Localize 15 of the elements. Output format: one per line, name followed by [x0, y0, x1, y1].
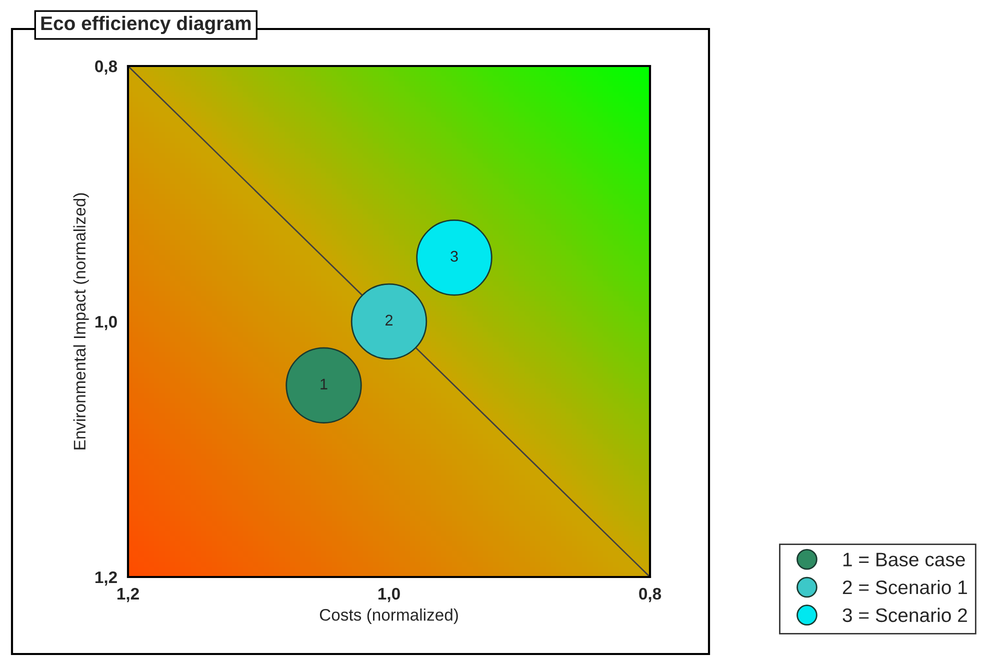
y-tick-label: 1,0 [95, 316, 117, 330]
annotation: 3 [450, 250, 458, 262]
legend-label: 3 = Scenario 2 [842, 608, 967, 622]
annotation: 2 [386, 314, 392, 326]
x-tick-label: 1,0 [378, 588, 400, 602]
annotation: 1 [320, 378, 328, 390]
chart-title: Eco efficiency diagram [41, 16, 251, 34]
x-axis-title: Costs (normalized) [320, 608, 458, 624]
y-tick-label: 1,2 [95, 571, 117, 586]
y-tick-label: 0,8 [95, 60, 118, 75]
legend-label: 2 = Scenario 1 [842, 580, 967, 594]
x-tick-label: 1,2 [117, 588, 139, 602]
x-tick-label: 0,8 [639, 588, 662, 602]
y-axis-title: Environmental Impact (normalized) [73, 193, 89, 450]
legend-label: 1 = Base case [843, 552, 965, 566]
